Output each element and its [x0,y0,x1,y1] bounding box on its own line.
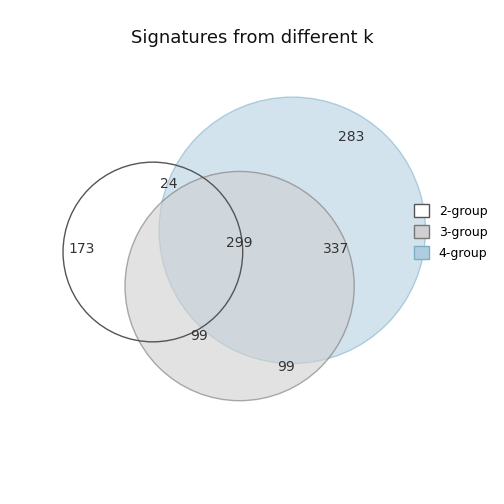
Text: 99: 99 [277,360,295,373]
Text: 24: 24 [160,177,177,191]
Text: 337: 337 [323,242,349,256]
Text: 299: 299 [226,236,253,249]
Text: 173: 173 [69,242,95,256]
Text: 283: 283 [338,131,364,144]
Circle shape [125,171,354,401]
Text: 99: 99 [191,329,208,343]
Circle shape [159,97,425,363]
Title: Signatures from different k: Signatures from different k [131,29,373,47]
Legend: 2-group, 3-group, 4-group: 2-group, 3-group, 4-group [407,198,493,266]
